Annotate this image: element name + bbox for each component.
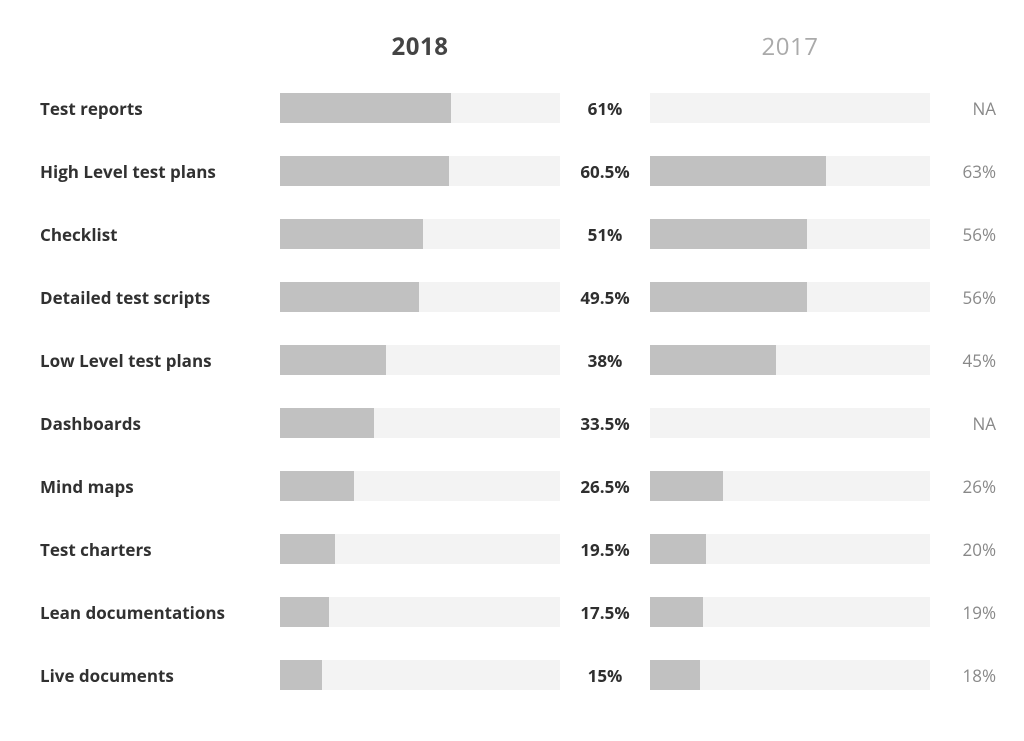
bar-track-secondary [650,345,930,375]
chart-row: Detailed test scripts49.5%56% [40,282,984,312]
bar-fill-secondary [650,156,826,186]
bar-track-secondary [650,93,930,123]
bar-fill-secondary [650,597,703,627]
row-value-primary: 60.5% [560,160,650,183]
row-value-primary: 38% [560,349,650,372]
row-value-secondary: 20% [930,538,1000,561]
bar-fill-primary [280,345,386,375]
bar-track-primary [280,219,560,249]
bar-track-secondary [650,660,930,690]
bar-fill-primary [280,660,322,690]
row-value-primary: 17.5% [560,601,650,624]
row-label: Test reports [40,97,280,120]
bar-fill-secondary [650,345,776,375]
bar-track-primary [280,282,560,312]
bar-track-primary [280,597,560,627]
row-value-secondary: NA [930,97,1000,120]
year-header-secondary: 2017 [650,30,930,63]
row-value-primary: 49.5% [560,286,650,309]
row-value-secondary: 19% [930,601,1000,624]
comparison-bar-chart: 2018 2017 Test reports61%NAHigh Level te… [40,30,984,690]
bar-fill-primary [280,93,451,123]
bar-track-secondary [650,534,930,564]
bar-fill-secondary [650,660,700,690]
bar-track-secondary [650,282,930,312]
bar-track-secondary [650,408,930,438]
chart-row: Lean documentations17.5%19% [40,597,984,627]
bar-track-primary [280,93,560,123]
chart-row: Checklist51%56% [40,219,984,249]
bar-fill-secondary [650,282,807,312]
row-label: Lean documentations [40,601,280,624]
row-label: Detailed test scripts [40,286,280,309]
chart-row: Low Level test plans38%45% [40,345,984,375]
row-label: High Level test plans [40,160,280,183]
bar-track-primary [280,345,560,375]
bar-track-secondary [650,156,930,186]
bar-track-secondary [650,219,930,249]
row-value-secondary: 18% [930,664,1000,687]
row-value-secondary: 63% [930,160,1000,183]
bar-track-secondary [650,597,930,627]
row-label: Dashboards [40,412,280,435]
bar-fill-primary [280,597,329,627]
row-value-primary: 19.5% [560,538,650,561]
bar-track-primary [280,660,560,690]
bar-fill-secondary [650,219,807,249]
bar-fill-primary [280,282,419,312]
bar-track-primary [280,156,560,186]
bar-fill-primary [280,156,449,186]
chart-row: Live documents15%18% [40,660,984,690]
bar-fill-secondary [650,534,706,564]
bar-track-primary [280,408,560,438]
chart-row: Test reports61%NA [40,93,984,123]
chart-row: Test charters19.5%20% [40,534,984,564]
bar-fill-primary [280,408,374,438]
row-value-primary: 26.5% [560,475,650,498]
row-value-primary: 51% [560,223,650,246]
row-label: Checklist [40,223,280,246]
row-value-secondary: 26% [930,475,1000,498]
row-value-secondary: 56% [930,223,1000,246]
row-label: Mind maps [40,475,280,498]
bar-fill-primary [280,471,354,501]
chart-row: Dashboards33.5%NA [40,408,984,438]
chart-header-row: 2018 2017 [40,30,984,63]
row-value-primary: 15% [560,664,650,687]
row-label: Test charters [40,538,280,561]
row-value-secondary: 45% [930,349,1000,372]
bar-fill-primary [280,534,335,564]
chart-row: Mind maps26.5%26% [40,471,984,501]
row-label: Low Level test plans [40,349,280,372]
row-value-primary: 33.5% [560,412,650,435]
chart-rows-container: Test reports61%NAHigh Level test plans60… [40,93,984,690]
bar-track-primary [280,534,560,564]
year-header-primary: 2018 [280,30,560,63]
row-value-primary: 61% [560,97,650,120]
chart-row: High Level test plans60.5%63% [40,156,984,186]
bar-fill-primary [280,219,423,249]
bar-fill-secondary [650,471,723,501]
row-value-secondary: NA [930,412,1000,435]
bar-track-secondary [650,471,930,501]
row-value-secondary: 56% [930,286,1000,309]
row-label: Live documents [40,664,280,687]
bar-track-primary [280,471,560,501]
